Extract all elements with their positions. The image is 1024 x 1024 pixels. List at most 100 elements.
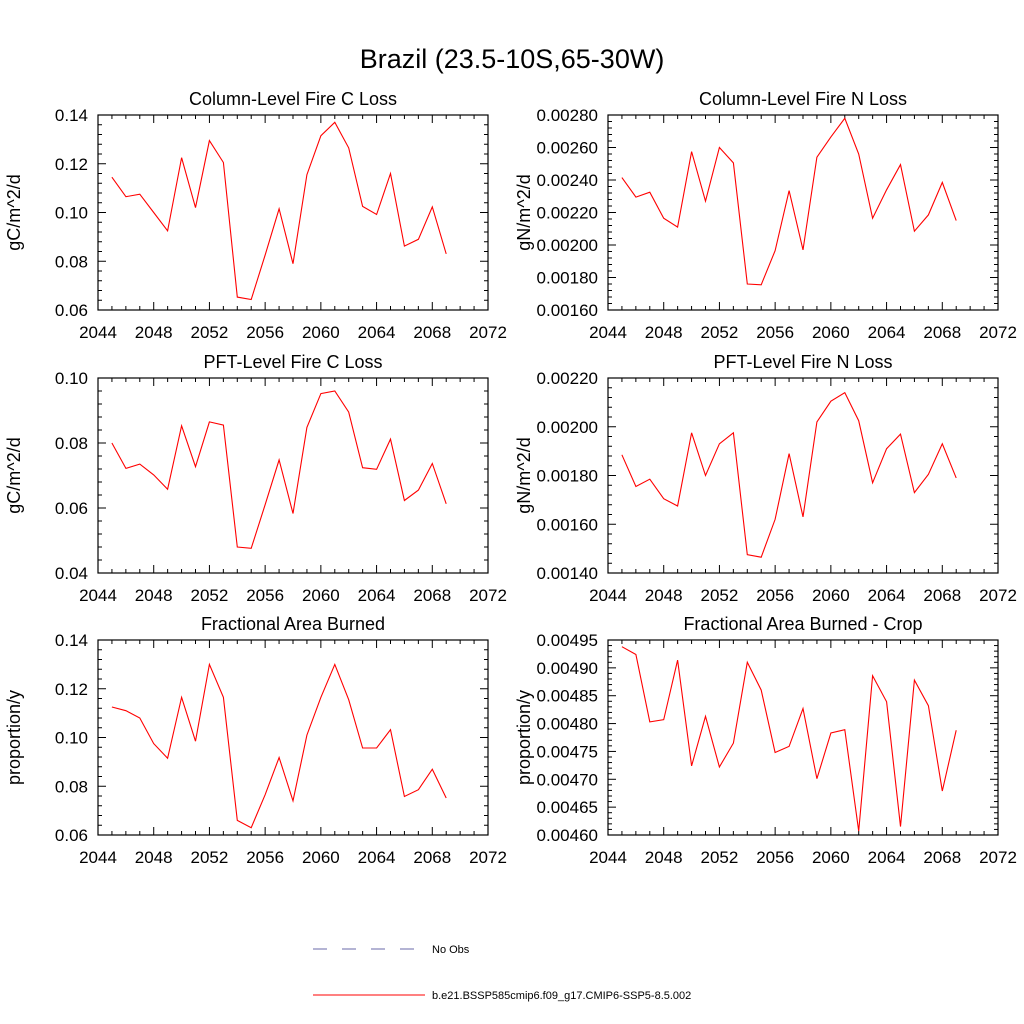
y-tick-label: 0.00490 <box>537 659 598 678</box>
chart-panel-6: Fractional Area Burned - Crop proportion/… <box>514 614 1017 867</box>
x-tick-label: 2072 <box>979 323 1017 342</box>
x-tick-label: 2052 <box>701 323 739 342</box>
x-tick-label: 2064 <box>868 586 906 605</box>
legend: No Obs b.e21.BSSP585cmip6.f09_g17.CMIP6-… <box>313 944 691 1002</box>
x-tick-label: 2056 <box>246 323 284 342</box>
y-tick-label: 0.00475 <box>537 742 598 761</box>
y-tick-label: 0.00495 <box>537 631 598 650</box>
x-tick-label: 2064 <box>868 323 906 342</box>
y-tick-label: 0.00180 <box>537 467 598 486</box>
chart-title: Fractional Area Burned - Crop <box>683 614 922 634</box>
y-tick-label: 0.10 <box>55 369 88 388</box>
y-tick-label: 0.08 <box>55 252 88 271</box>
series-line <box>621 117 957 286</box>
x-tick-label: 2056 <box>756 848 794 867</box>
y-axis-label: gN/m^2/d <box>514 437 534 513</box>
x-tick-label: 2068 <box>923 848 961 867</box>
plot-frame <box>97 639 489 836</box>
x-tick-label: 2072 <box>979 586 1017 605</box>
x-tick-label: 2048 <box>645 848 683 867</box>
x-tick-label: 2068 <box>923 323 961 342</box>
series-line <box>111 662 447 829</box>
y-tick-label: 0.00160 <box>537 301 598 320</box>
y-tick-label: 0.10 <box>55 204 88 223</box>
y-tick-label: 0.06 <box>55 301 88 320</box>
x-tick-label: 2048 <box>135 848 173 867</box>
y-axis-label: gN/m^2/d <box>514 174 534 250</box>
y-tick-label: 0.12 <box>55 155 88 174</box>
x-tick-label: 2052 <box>701 586 739 605</box>
x-tick-label: 2064 <box>868 848 906 867</box>
x-tick-label: 2056 <box>246 586 284 605</box>
x-tick-label: 2068 <box>413 586 451 605</box>
x-tick-label: 2048 <box>645 586 683 605</box>
y-tick-label: 0.06 <box>55 826 88 845</box>
x-tick-label: 2044 <box>589 323 627 342</box>
x-tick-label: 2052 <box>701 848 739 867</box>
y-tick-label: 0.00200 <box>537 236 598 255</box>
x-tick-label: 2056 <box>756 323 794 342</box>
x-tick-label: 2068 <box>413 323 451 342</box>
y-tick-label: 0.00220 <box>537 369 598 388</box>
plot-frame <box>607 114 999 311</box>
y-tick-label: 0.00470 <box>537 770 598 789</box>
plot-frame <box>97 377 489 574</box>
x-tick-label: 2044 <box>589 848 627 867</box>
chart-panel-1: Column-Level Fire C Loss gC/m^2/d 2044 2048… <box>4 89 507 342</box>
x-tick-label: 2044 <box>79 323 117 342</box>
x-tick-label: 2060 <box>812 323 850 342</box>
x-tick-label: 2052 <box>191 848 229 867</box>
x-tick-label: 2052 <box>191 586 229 605</box>
y-axis-label: gC/m^2/d <box>4 437 24 513</box>
y-tick-label: 0.04 <box>55 564 88 583</box>
plot-frame <box>607 377 999 574</box>
y-tick-label: 0.00200 <box>537 418 598 437</box>
x-tick-label: 2052 <box>191 323 229 342</box>
x-tick-label: 2064 <box>358 848 396 867</box>
x-tick-label: 2060 <box>302 323 340 342</box>
series-line <box>111 121 447 301</box>
series-line <box>111 390 447 549</box>
chart-panel-3: PFT-Level Fire C Loss gC/m^2/d 2044 2048 205… <box>4 352 507 605</box>
y-tick-label: 0.00260 <box>537 139 598 158</box>
x-tick-label: 2044 <box>79 586 117 605</box>
y-tick-label: 0.00465 <box>537 798 598 817</box>
y-tick-label: 0.00220 <box>537 204 598 223</box>
x-tick-label: 2060 <box>812 848 850 867</box>
x-tick-label: 2048 <box>645 323 683 342</box>
y-tick-label: 0.14 <box>55 106 88 125</box>
x-tick-label: 2060 <box>812 586 850 605</box>
chart-panel-4: PFT-Level Fire N Loss gN/m^2/d 2044 2048 205… <box>514 352 1017 605</box>
x-tick-label: 2048 <box>135 323 173 342</box>
y-tick-label: 0.00485 <box>537 687 598 706</box>
chart-panel-5: Fractional Area Burned proportion/y 2044 20… <box>4 614 507 867</box>
y-tick-label: 0.10 <box>55 729 88 748</box>
y-tick-label: 0.00460 <box>537 826 598 845</box>
y-tick-label: 0.08 <box>55 434 88 453</box>
figure-title: Brazil (23.5-10S,65-30W) <box>360 44 665 74</box>
series-line <box>621 646 957 832</box>
x-tick-label: 2072 <box>469 323 507 342</box>
legend-label-model: b.e21.BSSP585cmip6.f09_g17.CMIP6-SSP5-8.… <box>432 990 691 1002</box>
y-tick-label: 0.14 <box>55 631 88 650</box>
y-tick-label: 0.00140 <box>537 564 598 583</box>
x-tick-label: 2060 <box>302 586 340 605</box>
series-line <box>621 391 957 558</box>
chart-title: Column-Level Fire N Loss <box>699 89 907 109</box>
x-tick-label: 2044 <box>79 848 117 867</box>
x-tick-label: 2072 <box>469 586 507 605</box>
y-axis-label: proportion/y <box>4 690 24 785</box>
legend-label-no-obs: No Obs <box>432 944 470 956</box>
y-tick-label: 0.00160 <box>537 515 598 534</box>
chart-panel-2: Column-Level Fire N Loss gN/m^2/d 2044 2048… <box>514 89 1017 342</box>
y-tick-label: 0.08 <box>55 777 88 796</box>
y-axis-label: gC/m^2/d <box>4 174 24 250</box>
y-axis-label: proportion/y <box>514 690 534 785</box>
x-tick-label: 2060 <box>302 848 340 867</box>
x-tick-label: 2044 <box>589 586 627 605</box>
y-tick-label: 0.00180 <box>537 269 598 288</box>
plot-frame <box>607 639 999 836</box>
x-tick-label: 2048 <box>135 586 173 605</box>
y-tick-label: 0.00480 <box>537 715 598 734</box>
